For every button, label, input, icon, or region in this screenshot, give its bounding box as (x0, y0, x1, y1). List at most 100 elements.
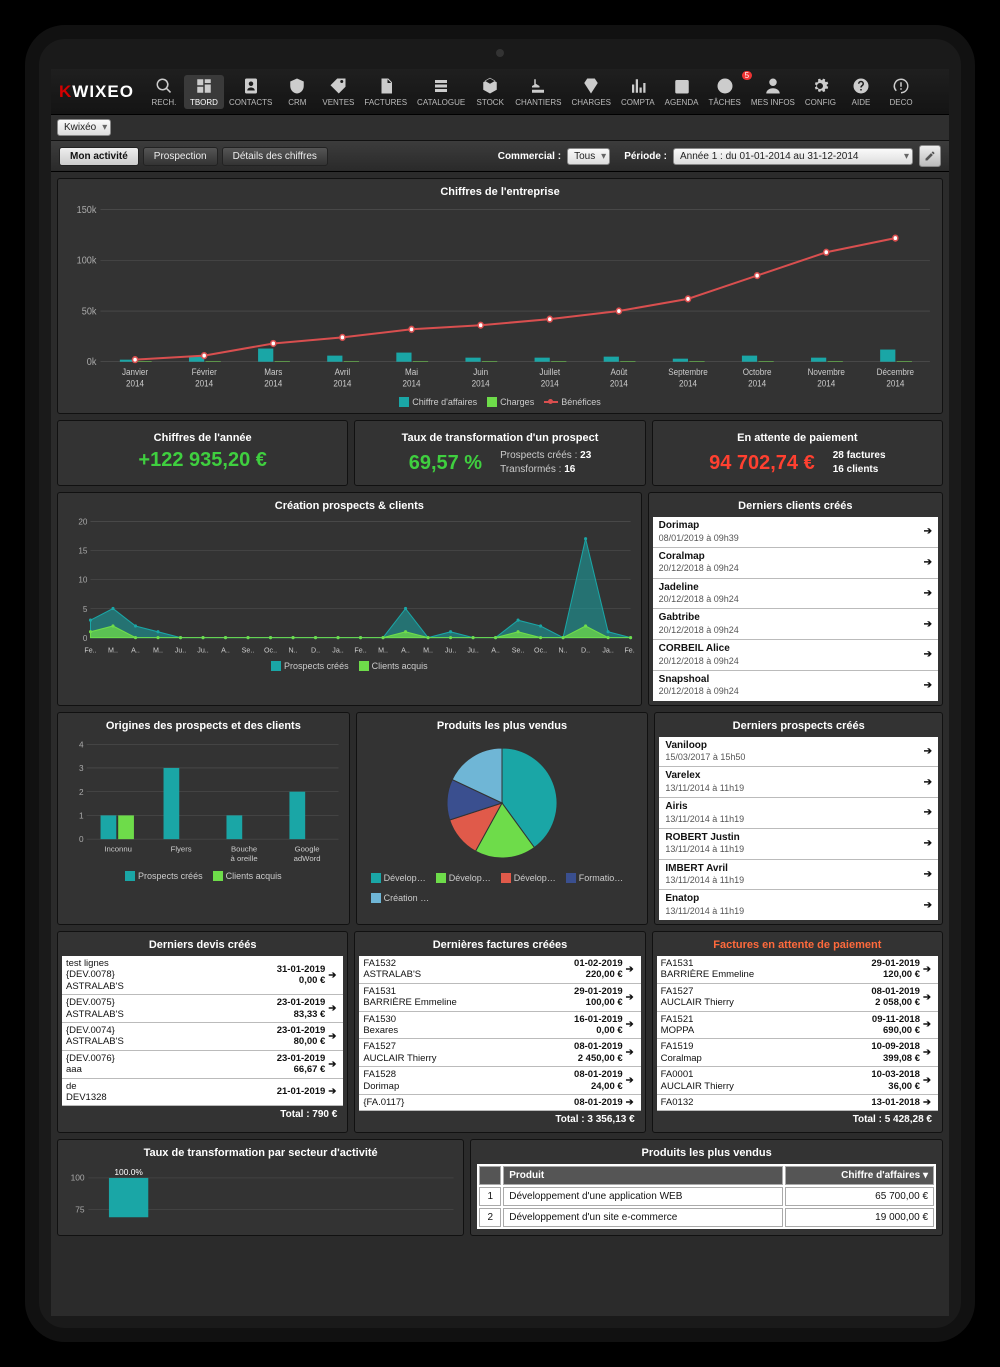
table-row[interactable]: 2Développement d'un site e-commerce19 00… (479, 1208, 934, 1227)
svg-text:Août: Août (611, 367, 628, 377)
pie-legend-item: Formatio… (566, 873, 624, 883)
doc-row[interactable]: FA1531BARRIÈRE Emmeline29-01-2019100,00 … (359, 984, 640, 1012)
arrow-icon: ➔ (623, 1097, 637, 1108)
tabs-row: Mon activitéProspectionDétails des chiff… (51, 141, 949, 172)
nav-deco[interactable]: DECO (881, 75, 921, 109)
list-item[interactable]: Vaniloop15/03/2017 à 15h50➔ (659, 737, 938, 768)
list-item[interactable]: Coralmap20/12/2018 à 09h24➔ (653, 548, 938, 579)
nav-contacts[interactable]: CONTACTS (224, 75, 277, 109)
stat-attente-value: 94 702,74 € (709, 452, 815, 475)
nav-config[interactable]: CONFIG (800, 75, 841, 109)
svg-text:2014: 2014 (472, 378, 490, 388)
ventes-icon (329, 77, 347, 95)
factures-list: FA1532ASTRALAB'S01-02-2019220,00 €➔FA153… (359, 956, 640, 1111)
nav-ventes[interactable]: VENTES (317, 75, 359, 109)
list-item[interactable]: CORBEIL Alice20/12/2018 à 09h24➔ (653, 640, 938, 671)
logo-rest: WIXEO (72, 82, 134, 101)
list-item[interactable]: ROBERT Justin13/11/2014 à 11h19➔ (659, 829, 938, 860)
doc-row[interactable]: FA1528Dorimap08-01-201924,00 €➔ (359, 1067, 640, 1095)
svg-text:Janvier: Janvier (122, 367, 148, 377)
svg-text:Fe..: Fe.. (624, 646, 634, 655)
doc-row[interactable]: test lignes{DEV.0078}ASTRALAB'S31-01-201… (62, 956, 343, 995)
list-item[interactable]: Jadeline20/12/2018 à 09h24➔ (653, 579, 938, 610)
list-item[interactable]: Snapshoal20/12/2018 à 09h24➔ (653, 671, 938, 701)
doc-row[interactable]: FA1527AUCLAIR Thierry08-01-20192 450,00 … (359, 1039, 640, 1067)
doc-row[interactable]: FA1519Coralmap10-09-2018399,08 €➔ (657, 1039, 938, 1067)
tab-2[interactable]: Détails des chiffres (222, 147, 328, 166)
doc-row[interactable]: {FA.0117}08-01-2019➔ (359, 1095, 640, 1111)
row-docs: Derniers devis créés test lignes{DEV.007… (57, 931, 943, 1133)
table-row[interactable]: 1Développement d'une application WEB65 7… (479, 1187, 934, 1206)
pie-legend-item: Dévelop… (436, 873, 491, 883)
periode-dropdown[interactable]: Année 1 : du 01-01-2014 au 31-12-2014 (673, 148, 913, 165)
list-item[interactable]: Airis13/11/2014 à 11h19➔ (659, 798, 938, 829)
edit-button[interactable] (919, 145, 941, 167)
stat-taux-value: 69,57 % (409, 452, 482, 475)
nav-label: CONFIG (805, 98, 836, 107)
doc-row[interactable]: FA1530Bexares16-01-20190,00 €➔ (359, 1012, 640, 1040)
nav-mesinfos[interactable]: MES INFOS (746, 75, 800, 109)
svg-text:D..: D.. (581, 646, 590, 655)
devis-title: Derniers devis créés (62, 936, 343, 956)
svg-text:50k: 50k (82, 306, 97, 318)
list-item[interactable]: IMBERT Avril13/11/2014 à 11h19➔ (659, 860, 938, 891)
pie-legend-item: Dévelop… (501, 873, 556, 883)
nav-agenda[interactable]: AGENDA (660, 75, 704, 109)
svg-text:Se..: Se.. (512, 646, 525, 655)
doc-row[interactable]: deDEV132821-01-2019➔ (62, 1079, 343, 1107)
nav-label: AIDE (852, 98, 871, 107)
nav-charges[interactable]: CHARGES (566, 75, 616, 109)
nav-compta[interactable]: COMPTA (616, 75, 660, 109)
svg-text:Juillet: Juillet (539, 367, 560, 377)
nav-taches[interactable]: 5TÂCHES (703, 75, 745, 109)
list-item[interactable]: Varelex13/11/2014 à 11h19➔ (659, 767, 938, 798)
list-item[interactable]: Enatop13/11/2014 à 11h19➔ (659, 890, 938, 920)
arrow-icon: ➔ (623, 1047, 637, 1058)
tab-1[interactable]: Prospection (143, 147, 218, 166)
nav-tbord[interactable]: TBORD (184, 75, 224, 109)
doc-row[interactable]: {DEV.0075}ASTRALAB'S23-01-201983,33 €➔ (62, 995, 343, 1023)
nav-catalogue[interactable]: CATALOGUE (412, 75, 470, 109)
workspace-dropdown[interactable]: Kwixéo (57, 119, 111, 136)
origines-legend-p: Prospects créés (138, 871, 203, 881)
pencil-icon (924, 150, 936, 162)
nav-label: CONTACTS (229, 98, 272, 107)
svg-text:2014: 2014 (333, 378, 351, 388)
tab-0[interactable]: Mon activité (59, 147, 139, 166)
origines-title: Origines des prospects et des clients (64, 717, 343, 737)
doc-row[interactable]: {DEV.0074}ASTRALAB'S23-01-201980,00 €➔ (62, 1023, 343, 1051)
doc-row[interactable]: FA1527AUCLAIR Thierry08-01-20192 058,00 … (657, 984, 938, 1012)
doc-row[interactable]: FA0001AUCLAIR Thierry10-03-201836,00 €➔ (657, 1067, 938, 1095)
commercial-dropdown[interactable]: Tous (567, 148, 610, 165)
table-header[interactable] (479, 1166, 501, 1185)
nav-stock[interactable]: STOCK (470, 75, 510, 109)
crm-icon (288, 77, 306, 95)
arrow-icon: ➔ (924, 649, 932, 660)
stat-annee-value: +122 935,20 € (66, 449, 339, 472)
nav-label: TBORD (190, 98, 218, 107)
doc-row[interactable]: FA1521MOPPA09-11-2018690,00 €➔ (657, 1012, 938, 1040)
doc-row[interactable]: {DEV.0076}aaa23-01-201966,67 €➔ (62, 1051, 343, 1079)
nav-chantiers[interactable]: CHANTIERS (510, 75, 566, 109)
nav-factures[interactable]: FACTURES (359, 75, 412, 109)
factures-attente-title: Factures en attente de paiement (657, 936, 938, 956)
doc-row[interactable]: FA1532ASTRALAB'S01-02-2019220,00 €➔ (359, 956, 640, 984)
row-bottom: Taux de transformation par secteur d'act… (57, 1139, 943, 1236)
nav-rech[interactable]: RECH. (144, 75, 184, 109)
svg-text:75: 75 (75, 1205, 85, 1215)
taches-icon (716, 77, 734, 95)
list-item[interactable]: Gabtribe20/12/2018 à 09h24➔ (653, 609, 938, 640)
main-chart-title: Chiffres de l'entreprise (64, 183, 936, 203)
main-nav: RECH. TBORD CONTACTS CRMVENTESFACTURESCATAL… (144, 75, 943, 109)
table-header[interactable]: Chiffre d'affaires ▾ (785, 1166, 934, 1185)
nav-label: CHARGES (571, 98, 611, 107)
doc-row[interactable]: FA013213-01-2018➔ (657, 1095, 938, 1111)
list-item[interactable]: Dorimap08/01/2019 à 09h39➔ (653, 517, 938, 548)
nav-aide[interactable]: AIDE (841, 75, 881, 109)
pie-title: Produits les plus vendus (363, 717, 642, 737)
svg-text:2014: 2014 (817, 378, 835, 388)
nav-crm[interactable]: CRM (277, 75, 317, 109)
pie-legend-label: Création … (384, 893, 430, 903)
doc-row[interactable]: FA1531BARRIÈRE Emmeline29-01-2019120,00 … (657, 956, 938, 984)
table-header[interactable]: Produit (503, 1166, 782, 1185)
